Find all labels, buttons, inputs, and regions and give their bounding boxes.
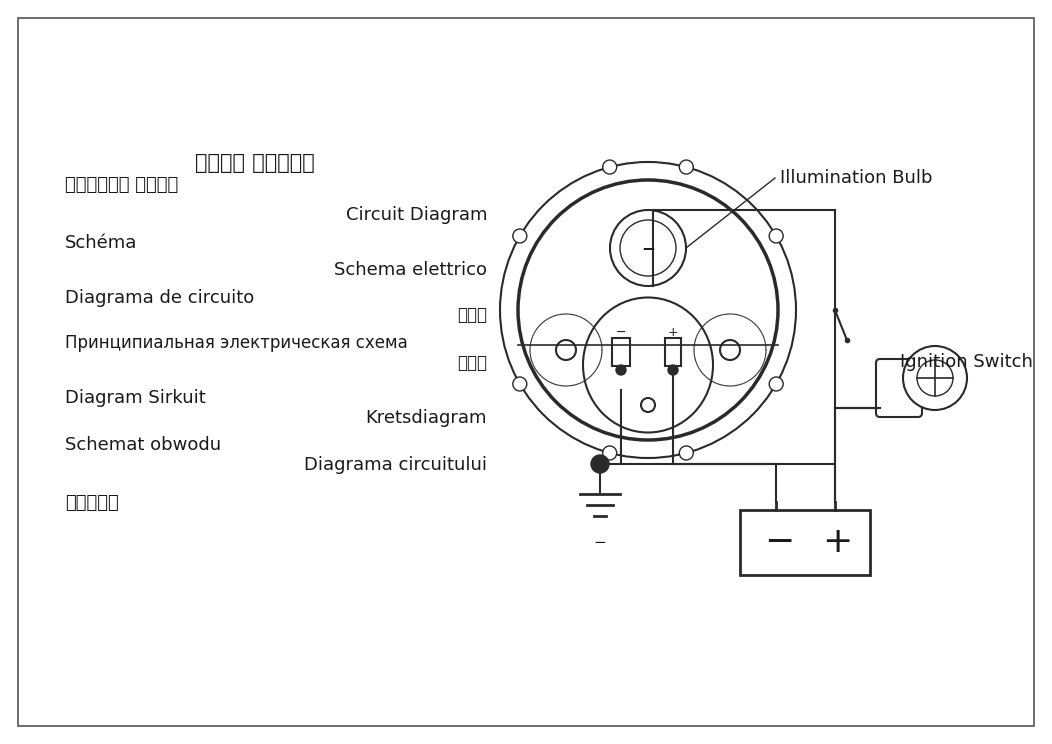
Circle shape: [591, 455, 609, 473]
FancyBboxPatch shape: [876, 359, 922, 417]
Text: −: −: [615, 326, 626, 339]
Text: Kretsdiagram: Kretsdiagram: [365, 409, 487, 427]
Circle shape: [616, 365, 626, 375]
Circle shape: [903, 346, 967, 410]
Text: +: +: [823, 525, 853, 559]
Text: Принципиальная электрическая схема: Принципиальная электрическая схема: [65, 334, 408, 352]
Circle shape: [668, 365, 677, 375]
Circle shape: [603, 160, 616, 174]
Text: 電路原理圖: 電路原理圖: [65, 494, 119, 512]
Text: Schéma: Schéma: [65, 234, 138, 252]
Circle shape: [680, 446, 693, 460]
Text: Diagram Sirkuit: Diagram Sirkuit: [65, 389, 206, 407]
Text: +: +: [668, 326, 679, 339]
Text: Diagrama circuitului: Diagrama circuitului: [304, 456, 487, 474]
Bar: [740, 510, 870, 575]
Circle shape: [769, 377, 783, 391]
Circle shape: [512, 229, 527, 243]
Text: 회로도: 회로도: [457, 354, 487, 372]
Text: Ignition Switch: Ignition Switch: [901, 353, 1033, 371]
Circle shape: [769, 229, 783, 243]
Circle shape: [512, 377, 527, 391]
Bar: [612, 338, 630, 366]
Text: −: −: [641, 239, 655, 257]
Circle shape: [680, 160, 693, 174]
Text: सर्किट आरेख: सर्किट आरेख: [65, 176, 178, 194]
Text: 回路図: 回路図: [457, 306, 487, 324]
Text: Circuit Diagram: Circuit Diagram: [345, 206, 487, 224]
Text: सरकट चिंतर: सरकट चिंतर: [195, 153, 315, 173]
Bar: [665, 338, 681, 366]
Text: Illumination Bulb: Illumination Bulb: [780, 169, 932, 187]
Text: Schema elettrico: Schema elettrico: [333, 261, 487, 279]
Text: Diagrama de circuito: Diagrama de circuito: [65, 289, 255, 307]
Text: Schemat obwodu: Schemat obwodu: [65, 436, 221, 454]
Circle shape: [603, 446, 616, 460]
Text: −: −: [593, 535, 606, 550]
Text: −: −: [764, 525, 794, 559]
